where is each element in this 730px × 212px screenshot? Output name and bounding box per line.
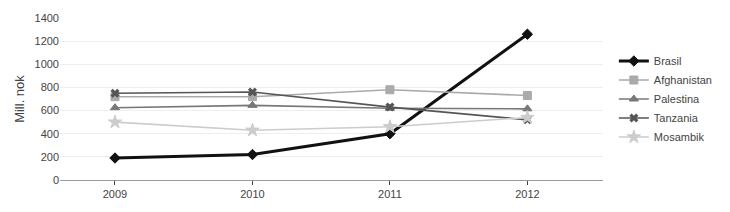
svg-text:Brasil: Brasil (654, 55, 682, 67)
svg-text:800: 800 (41, 81, 59, 93)
svg-text:200: 200 (41, 151, 59, 163)
svg-text:2010: 2010 (240, 188, 264, 200)
svg-text:1000: 1000 (35, 58, 59, 70)
svg-text:Mosambik: Mosambik (654, 131, 705, 143)
svg-text:Mill. nok: Mill. nok (12, 75, 27, 123)
svg-text:2011: 2011 (378, 188, 402, 200)
svg-text:2012: 2012 (515, 188, 539, 200)
svg-text:1200: 1200 (35, 35, 59, 47)
svg-text:1400: 1400 (35, 12, 59, 24)
svg-text:Afghanistan: Afghanistan (654, 74, 712, 86)
svg-text:400: 400 (41, 128, 59, 140)
svg-text:Palestina: Palestina (654, 93, 700, 105)
svg-text:0: 0 (53, 174, 59, 186)
svg-text:2009: 2009 (103, 188, 127, 200)
svg-text:600: 600 (41, 104, 59, 116)
svg-text:Tanzania: Tanzania (654, 112, 699, 124)
